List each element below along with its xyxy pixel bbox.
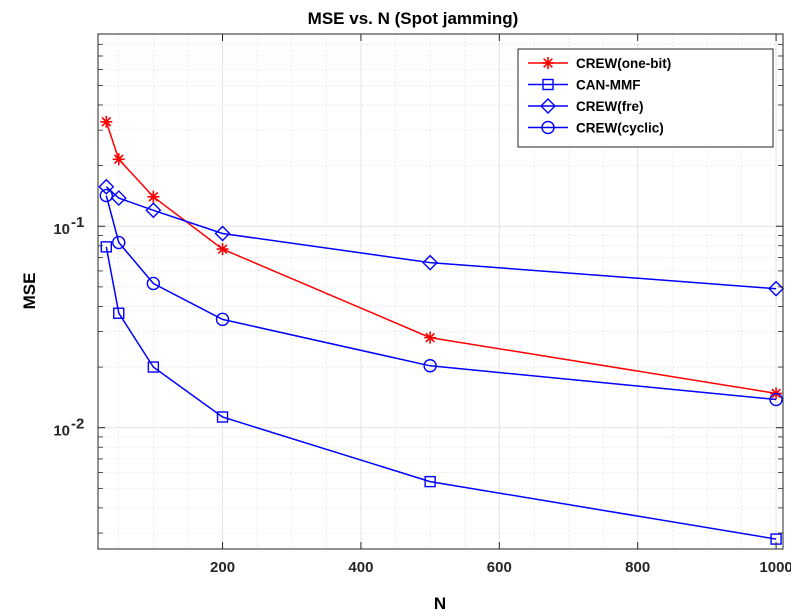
marker-diamond bbox=[540, 98, 556, 114]
series-line bbox=[105, 186, 777, 290]
y-tick-label: 10 bbox=[53, 423, 70, 440]
legend-label: CAN-MMF bbox=[576, 78, 640, 93]
series-crew-cyclic bbox=[99, 188, 783, 407]
marker-star bbox=[112, 153, 125, 166]
legend-item: CREW(fre) bbox=[528, 98, 644, 114]
marker-diamond bbox=[422, 254, 439, 271]
marker-circle bbox=[146, 276, 161, 291]
marker-square bbox=[100, 241, 113, 253]
marker-star bbox=[100, 115, 113, 128]
series-crew-fre bbox=[98, 178, 785, 297]
y-tick-label: 10 bbox=[53, 221, 70, 238]
legend-label: CREW(fre) bbox=[576, 99, 644, 114]
series-line bbox=[105, 121, 777, 395]
legend-item: CAN-MMF bbox=[528, 78, 640, 93]
legend-label: CREW(one-bit) bbox=[576, 56, 671, 71]
marker-circle bbox=[769, 392, 783, 407]
y-tick-base: 10 bbox=[53, 221, 70, 238]
marker-circle bbox=[112, 235, 126, 250]
marker-circle bbox=[215, 312, 230, 327]
legend: CREW(one-bit) CAN-MMF CREW(fre) CREW(cyclic… bbox=[517, 48, 774, 148]
marker-square bbox=[542, 78, 554, 91]
marker-diamond bbox=[768, 280, 785, 297]
x-tick-label: 200 bbox=[210, 559, 235, 576]
legend-box bbox=[517, 48, 774, 148]
plot-frame bbox=[97, 33, 784, 550]
marker-star bbox=[147, 190, 160, 203]
y-tick-exponent: -1 bbox=[71, 214, 84, 231]
marker-circle bbox=[423, 359, 437, 373]
marker-circle bbox=[99, 188, 114, 203]
marker-diamond bbox=[145, 202, 162, 219]
series-line bbox=[105, 246, 777, 540]
marker-circle bbox=[541, 120, 555, 135]
series-line bbox=[105, 195, 777, 401]
series-layer bbox=[98, 115, 785, 545]
marker-star bbox=[424, 331, 437, 344]
marker-star bbox=[216, 243, 229, 256]
x-tick-label: 400 bbox=[348, 559, 373, 576]
grid bbox=[98, 34, 783, 549]
y-tick-exponent: -2 bbox=[71, 416, 84, 433]
marker-square bbox=[113, 307, 125, 319]
x-tick-label: 600 bbox=[487, 559, 512, 576]
marker-square bbox=[147, 361, 160, 373]
marker-square bbox=[424, 475, 436, 488]
y-tick-base: 10 bbox=[53, 423, 70, 440]
legend-item: CREW(cyclic) bbox=[528, 121, 664, 136]
x-tick-label: 800 bbox=[625, 559, 650, 576]
marker-square bbox=[216, 411, 229, 423]
marker-diamond bbox=[98, 178, 115, 195]
y-axis-label: MSE bbox=[20, 273, 39, 310]
series-can-mmf bbox=[100, 241, 782, 545]
x-axis-label: N bbox=[434, 594, 446, 613]
legend-label: CREW(cyclic) bbox=[576, 121, 664, 136]
legend-item: CREW(one-bit) bbox=[528, 56, 671, 71]
marker-star bbox=[542, 57, 554, 69]
marker-diamond bbox=[110, 190, 127, 207]
chart-title: MSE vs. N (Spot jamming) bbox=[308, 9, 519, 28]
marker-diamond bbox=[214, 225, 231, 242]
x-tick-label: 1000 bbox=[759, 559, 791, 576]
